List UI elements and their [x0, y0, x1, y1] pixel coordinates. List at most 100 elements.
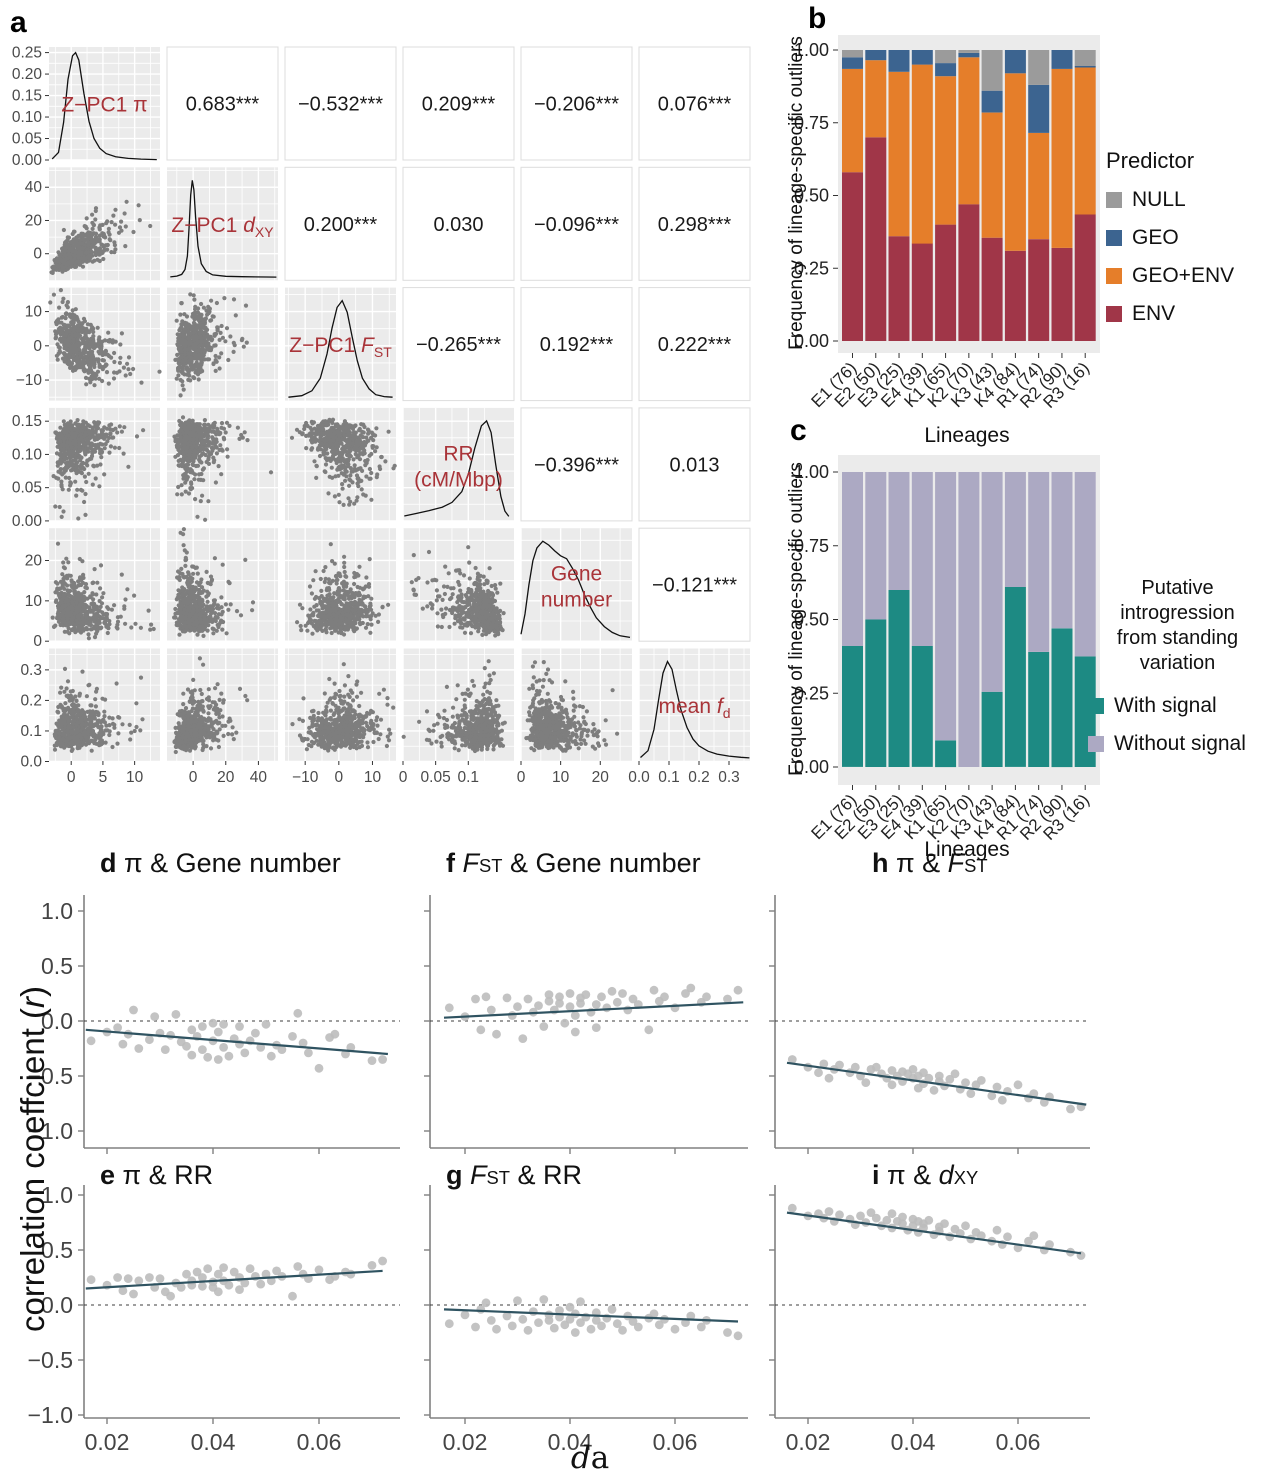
introgression-legend-title-line2: from standing variation: [1116, 627, 1239, 674]
legend-item-geo: GEO: [1106, 226, 1266, 250]
bar-segment-ENV: [911, 243, 933, 341]
bar-segment-GEO: [1074, 66, 1096, 68]
bar-E1 (76): [842, 50, 863, 341]
pairs-points: [401, 659, 507, 754]
pairs-cell-r5c5: mean fd: [638, 648, 750, 763]
bar-segment-GEO+ENV: [888, 71, 910, 237]
bar-segment-GEO+ENV: [981, 112, 1003, 238]
pairs-cell-r2c3: −0.265***: [402, 287, 515, 402]
bar-R1 (74): [1028, 50, 1050, 341]
bar-segment-With signal: [842, 646, 863, 767]
pairs-points: [48, 288, 162, 388]
bar-segment-Without signal: [865, 472, 887, 620]
panel-c-x-axis-label: Lineages: [924, 838, 1010, 861]
bar-segment-GEO+ENV: [842, 68, 863, 173]
legend-label: Without signal: [1114, 732, 1246, 755]
null-swatch-icon: [1106, 192, 1122, 208]
pairs-points: [52, 666, 145, 754]
bar-segment-GEO+ENV: [935, 76, 957, 225]
legend-label: NULL: [1132, 188, 1186, 211]
pairs-cell-r4c5: −0.121***: [638, 527, 751, 642]
pairs-matrix: Z−PC1 π 0.683*** −0.532*** 0.209*** −0.206**…: [12, 45, 751, 786]
correlation-y-axis-label: correlation coeffcient (r): [14, 985, 51, 1333]
pairs-points: [172, 656, 250, 755]
pairs-variable-label: Gene: [551, 563, 602, 586]
panel-b-x-axis-label: Lineages: [924, 424, 1010, 447]
pairs-variable-label: number: [541, 589, 612, 612]
panel-i-title: i π & dXY: [872, 1160, 979, 1190]
trend-line: [443, 1001, 744, 1019]
svg-text:−0.096***: −0.096***: [534, 214, 619, 236]
pairs-cell-r1c5: 0.298***: [638, 166, 751, 281]
bar-segment-Without signal: [1004, 472, 1026, 587]
bar-segment-ENV: [1051, 247, 1073, 341]
pairs-cell-r1c2: 0.200***: [284, 166, 397, 281]
trend-line: [85, 1028, 388, 1056]
bar-segment-ENV: [1074, 214, 1096, 341]
bar-segment-Without signal: [1028, 472, 1050, 652]
scatter-panel-h: [769, 895, 1090, 1154]
legend-item-without-signal: Without signal: [1088, 732, 1267, 756]
bar-segment-With signal: [865, 619, 887, 767]
pairs-cell-r0c3: 0.209***: [402, 46, 515, 161]
bar-E3 (25): [888, 50, 910, 341]
bar-segment-Without signal: [1074, 472, 1096, 657]
pairs-axis-labels: 0.000.050.100.150.200.2502040−100100.000…: [12, 45, 740, 786]
bar-segment-NULL: [842, 50, 863, 58]
bar-K2 (70): [958, 50, 980, 341]
pairs-cell-r3c0: [49, 407, 160, 522]
bar-segment-GEO+ENV: [865, 60, 887, 138]
bar-segment-GEO: [888, 50, 910, 72]
panel-b-y-axis-label: Frequency of lineage-specific outliers: [786, 36, 807, 350]
bar-segment-With signal: [888, 590, 910, 767]
legend-label: ENV: [1132, 302, 1176, 325]
introgression-legend: Putative introgression from standing var…: [1088, 576, 1267, 756]
legend-item-env: ENV: [1106, 302, 1266, 326]
pairs-cell-r4c0: [49, 528, 160, 642]
bar-segment-GEO: [1051, 50, 1073, 69]
pairs-cell-r2c0: [48, 287, 162, 401]
panel-letter-c: c: [790, 414, 807, 447]
panel-h-title: h π & FST: [872, 848, 988, 878]
svg-text:−0.265***: −0.265***: [416, 334, 501, 356]
da-x-axis-label: da: [570, 1440, 610, 1476]
pairs-cell-r5c0: [49, 648, 160, 763]
env-swatch-icon: [1106, 306, 1122, 322]
bar-segment-GEO: [865, 50, 887, 61]
pairs-cell-r3c3: RR (cM/Mbp): [402, 407, 514, 522]
pairs-points: [49, 199, 153, 275]
pairs-cell-r0c4: −0.206***: [520, 46, 633, 161]
pairs-cell-r5c2: [285, 648, 396, 763]
bar-segment-GEO+ENV: [1004, 73, 1026, 251]
pairs-points: [290, 662, 396, 753]
bar-segment-Without signal: [888, 472, 910, 590]
bar-K3 (43): [981, 472, 1003, 767]
pairs-cell-r5c4: [520, 648, 632, 763]
svg-text:−0.206***: −0.206***: [534, 94, 619, 116]
bar-segment-GEO+ENV: [911, 64, 933, 244]
panel-c-y-axis-label: Frequency of lineage-specific outliers: [786, 462, 807, 776]
bar-K1 (65): [935, 50, 957, 341]
pairs-cell-r0c2: −0.532***: [284, 46, 397, 161]
bar-segment-ENV: [865, 137, 887, 341]
legend-item-null: NULL: [1106, 188, 1266, 212]
bar-segment-Without signal: [911, 472, 933, 646]
geo-env-swatch-icon: [1106, 268, 1122, 284]
introgression-legend-title-line1: Putative introgression: [1120, 577, 1235, 624]
pairs-cell-r3c5: 0.013: [638, 407, 751, 522]
pairs-points: [50, 541, 156, 641]
predictor-legend-title: Predictor: [1106, 148, 1195, 173]
scatter-panel-i: 0.02 0.04 0.06: [769, 1185, 1090, 1455]
pairs-cell-r1c1: Z−PC1 dXY: [167, 167, 278, 281]
legend-item-with-signal: With signal: [1088, 694, 1267, 718]
trend-line: [85, 1269, 383, 1290]
bar-segment-With signal: [911, 646, 933, 767]
pairs-cell-r5c3: [401, 648, 514, 763]
legend-item-geo-env: GEO+ENV: [1106, 264, 1266, 288]
with-signal-swatch-icon: [1088, 698, 1104, 714]
bar-segment-Without signal: [842, 472, 863, 646]
pairs-points: [173, 292, 249, 398]
